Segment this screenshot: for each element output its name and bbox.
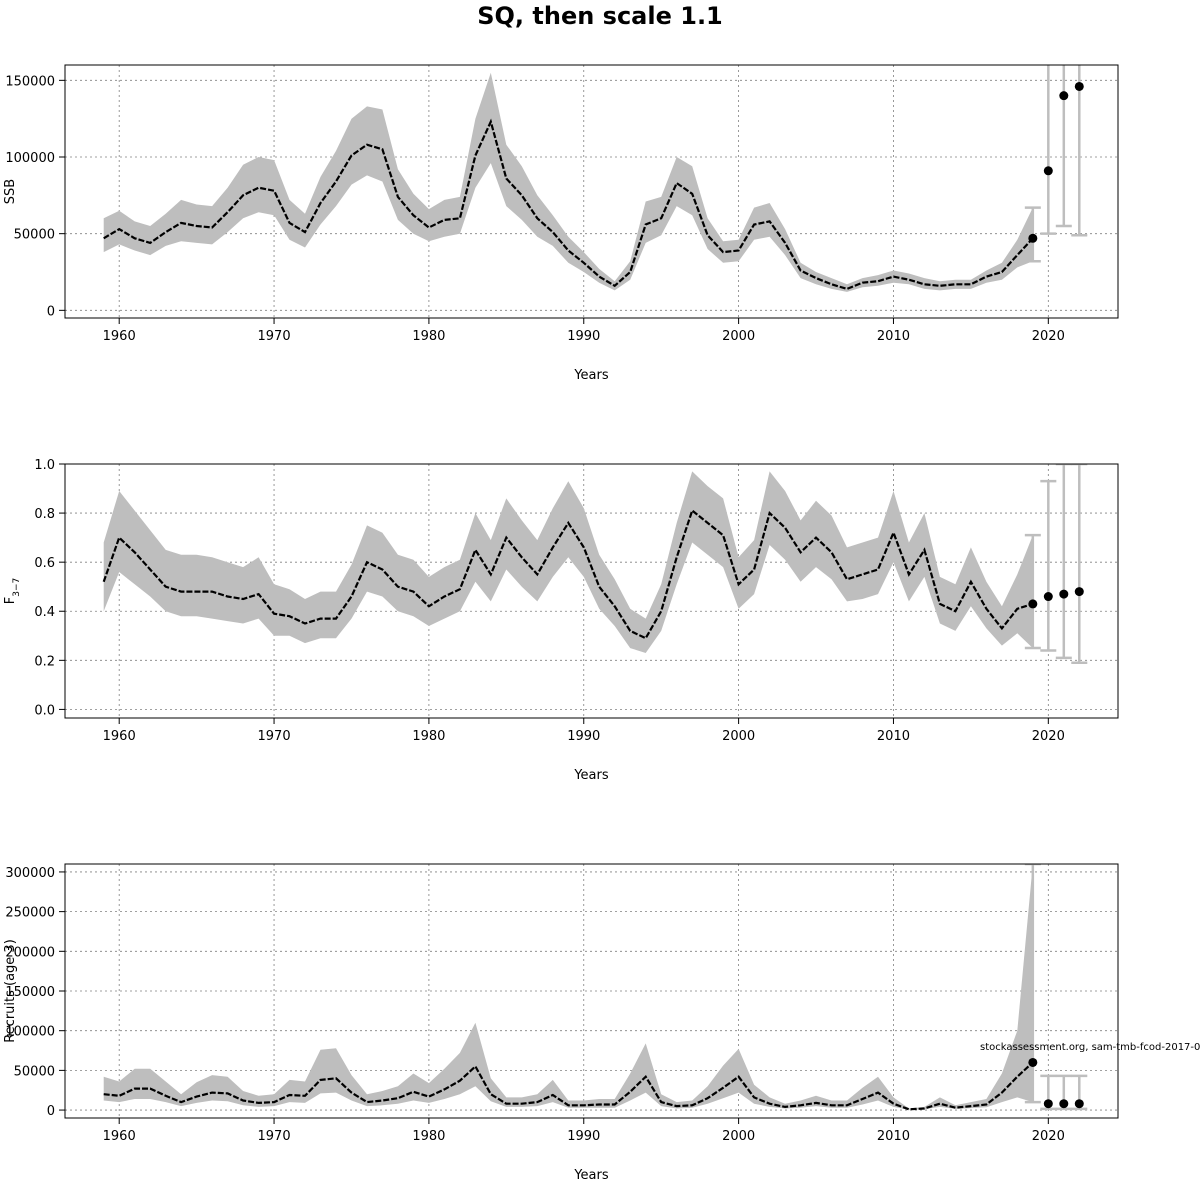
y-tick-label: 100000 [5, 151, 55, 166]
y-tick-label: 1.0 [34, 458, 55, 473]
projection-point [1059, 589, 1069, 599]
x-axis-label: Years [573, 1168, 609, 1183]
recruits-panel: 1960 1970 1980 1990 2000 2010 2020 0 50000 100000… [3, 863, 1119, 1183]
x-tick-label: 2010 [877, 1129, 910, 1144]
projection-error-bar [1040, 65, 1057, 235]
y-axis-label: SSB [3, 179, 18, 204]
x-tick-label: 1970 [258, 729, 291, 744]
projection-point [1043, 1099, 1053, 1109]
y-tick-label: 100000 [5, 1025, 55, 1040]
x-tick-label: 1980 [412, 1129, 445, 1144]
last-year-point [1028, 1057, 1038, 1067]
projection-point [1074, 81, 1084, 91]
fbar-panel: 1960 1970 1980 1990 2000 2010 2020 0.0 0.2 0.4 0.6… [3, 458, 1119, 783]
projection-error-bar [1071, 65, 1088, 237]
confidence-band [103, 72, 1033, 292]
x-axis-label: Years [573, 368, 609, 383]
figure-title: SQ, then scale 1.1 [477, 2, 723, 30]
y-axis-label-subscript: 3−7 [12, 578, 22, 597]
projection-point [1043, 166, 1053, 176]
projection-point [1059, 1099, 1069, 1109]
y-tick-label: 150000 [5, 74, 55, 89]
watermark-note: stockassessment.org, sam-tmb-fcod-2017-0 [980, 1042, 1200, 1053]
projection-point [1074, 1099, 1084, 1109]
x-tick-label: 2020 [1032, 329, 1065, 344]
confidence-band [103, 864, 1033, 1110]
plot-area [103, 65, 1088, 292]
y-tick-label: 50000 [14, 228, 55, 243]
estimate-line [103, 1061, 1034, 1111]
plot-frame [64, 64, 1119, 319]
x-axis-label: Years [573, 768, 609, 783]
x-tick-label: 1990 [567, 329, 600, 344]
x-tick-label: 2010 [877, 729, 910, 744]
projection-error-bar [1071, 464, 1088, 665]
x-tick-label: 1970 [258, 329, 291, 344]
x-tick-label: 2000 [722, 729, 755, 744]
y-tick-label: 0.0 [34, 703, 55, 718]
last-year-point [1028, 233, 1038, 243]
last-year-point [1028, 599, 1038, 609]
x-tick-label: 2010 [877, 329, 910, 344]
ssb-panel: 1960 1970 1980 1990 2000 2010 2020 0 50000 100000… [3, 64, 1119, 383]
x-tick-label: 2020 [1032, 729, 1065, 744]
x-tick-label: 2000 [722, 1129, 755, 1144]
y-tick-label: 0.6 [34, 556, 55, 571]
plot-area [102, 464, 1088, 665]
projection-error-bar [1055, 464, 1072, 660]
y-tick-label: 0.4 [34, 605, 55, 620]
y-axis-label: F3−7 [3, 578, 22, 604]
plot-area [103, 864, 1088, 1111]
projection-point [1059, 91, 1069, 101]
y-tick-label: 300000 [5, 866, 55, 881]
confidence-band [103, 471, 1033, 653]
y-tick-label: 200000 [5, 945, 55, 960]
x-tick-label: 1960 [103, 729, 136, 744]
y-tick-label: 250000 [5, 906, 55, 921]
y-axis-label: Recruits (age 3) [3, 939, 18, 1043]
y-tick-label: 0 [47, 304, 55, 319]
x-tick-label: 1960 [103, 1129, 136, 1144]
projection-point [1074, 587, 1084, 597]
x-tick-label: 1980 [412, 329, 445, 344]
estimate-line [102, 508, 1034, 640]
plot-frame [64, 463, 1119, 719]
y-tick-label: 0 [47, 1104, 55, 1119]
y-tick-label: 150000 [5, 985, 55, 1000]
x-tick-label: 1960 [103, 329, 136, 344]
y-tick-label: 50000 [14, 1064, 55, 1079]
last-year-error-bar [1024, 533, 1041, 650]
x-tick-label: 1980 [412, 729, 445, 744]
y-tick-label: 0.2 [34, 654, 55, 669]
x-tick-label: 2000 [722, 329, 755, 344]
x-tick-label: 1990 [567, 729, 600, 744]
x-tick-label: 2020 [1032, 1129, 1065, 1144]
projection-point [1043, 592, 1053, 602]
x-tick-label: 1990 [567, 1129, 600, 1144]
y-tick-label: 0.8 [34, 507, 55, 522]
projection-error-bar [1040, 479, 1057, 652]
x-tick-label: 1970 [258, 1129, 291, 1144]
projection-error-bar [1055, 65, 1072, 228]
